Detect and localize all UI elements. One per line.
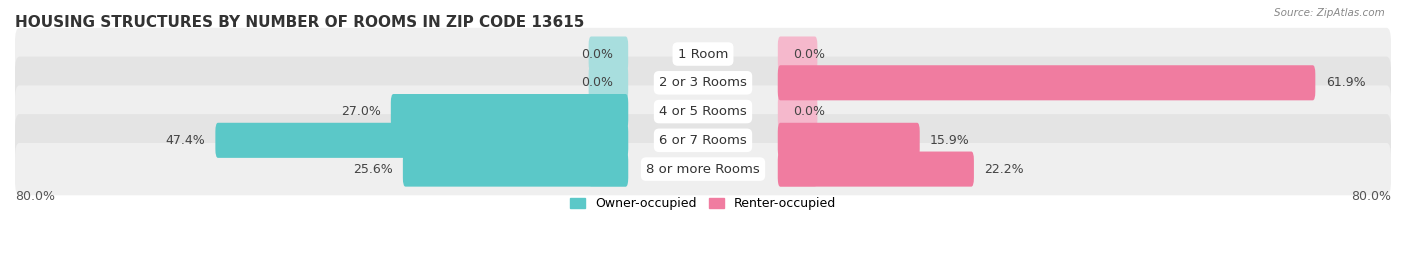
FancyBboxPatch shape bbox=[778, 151, 974, 187]
FancyBboxPatch shape bbox=[778, 37, 817, 72]
FancyBboxPatch shape bbox=[778, 151, 817, 187]
FancyBboxPatch shape bbox=[391, 94, 628, 129]
FancyBboxPatch shape bbox=[778, 123, 920, 158]
FancyBboxPatch shape bbox=[778, 123, 817, 158]
FancyBboxPatch shape bbox=[778, 65, 817, 100]
Text: 6 or 7 Rooms: 6 or 7 Rooms bbox=[659, 134, 747, 147]
Text: 22.2%: 22.2% bbox=[984, 162, 1024, 176]
Text: 80.0%: 80.0% bbox=[1351, 190, 1391, 203]
FancyBboxPatch shape bbox=[589, 123, 628, 158]
Text: 61.9%: 61.9% bbox=[1326, 76, 1365, 89]
FancyBboxPatch shape bbox=[589, 65, 628, 100]
Text: 15.9%: 15.9% bbox=[929, 134, 970, 147]
Text: Source: ZipAtlas.com: Source: ZipAtlas.com bbox=[1274, 8, 1385, 18]
Text: 0.0%: 0.0% bbox=[581, 48, 613, 61]
Text: 1 Room: 1 Room bbox=[678, 48, 728, 61]
Text: 0.0%: 0.0% bbox=[581, 76, 613, 89]
Text: 25.6%: 25.6% bbox=[353, 162, 392, 176]
FancyBboxPatch shape bbox=[778, 65, 1316, 100]
Text: 2 or 3 Rooms: 2 or 3 Rooms bbox=[659, 76, 747, 89]
Text: 27.0%: 27.0% bbox=[340, 105, 381, 118]
FancyBboxPatch shape bbox=[15, 85, 1391, 138]
Legend: Owner-occupied, Renter-occupied: Owner-occupied, Renter-occupied bbox=[565, 192, 841, 215]
FancyBboxPatch shape bbox=[589, 151, 628, 187]
Text: 0.0%: 0.0% bbox=[793, 105, 825, 118]
FancyBboxPatch shape bbox=[15, 56, 1391, 109]
FancyBboxPatch shape bbox=[589, 94, 628, 129]
FancyBboxPatch shape bbox=[778, 94, 817, 129]
FancyBboxPatch shape bbox=[15, 28, 1391, 80]
FancyBboxPatch shape bbox=[404, 151, 628, 187]
FancyBboxPatch shape bbox=[15, 114, 1391, 167]
Text: 4 or 5 Rooms: 4 or 5 Rooms bbox=[659, 105, 747, 118]
Text: 8 or more Rooms: 8 or more Rooms bbox=[647, 162, 759, 176]
Text: HOUSING STRUCTURES BY NUMBER OF ROOMS IN ZIP CODE 13615: HOUSING STRUCTURES BY NUMBER OF ROOMS IN… bbox=[15, 15, 585, 30]
FancyBboxPatch shape bbox=[15, 143, 1391, 195]
FancyBboxPatch shape bbox=[215, 123, 628, 158]
Text: 80.0%: 80.0% bbox=[15, 190, 55, 203]
Text: 0.0%: 0.0% bbox=[793, 48, 825, 61]
Text: 47.4%: 47.4% bbox=[166, 134, 205, 147]
FancyBboxPatch shape bbox=[589, 37, 628, 72]
